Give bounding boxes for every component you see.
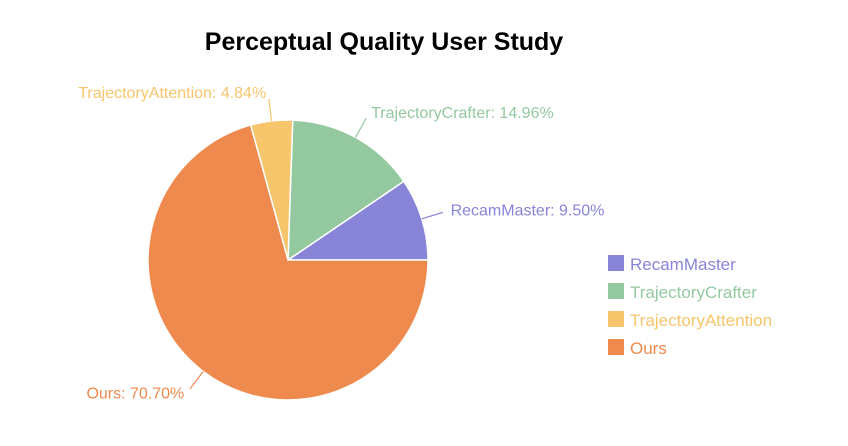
label-line-trajectorycrafter <box>355 117 367 138</box>
legend-label: Ours <box>630 339 667 358</box>
label-line-ours <box>189 371 204 390</box>
legend-item-recammaster[interactable]: RecamMaster <box>608 255 736 274</box>
chart-title: Perceptual Quality User Study <box>204 28 564 56</box>
legend-swatch <box>608 311 624 327</box>
slice-labels: RecamMaster: 9.50% TrajectoryCrafter: 14.… <box>78 85 604 403</box>
slice-label-ours: Ours: 70.70% <box>86 386 184 403</box>
legend-label: RecamMaster <box>630 255 736 274</box>
legend-label: TrajectoryCrafter <box>630 283 757 302</box>
legend-swatch <box>608 283 624 299</box>
legend-swatch <box>608 255 624 271</box>
legend-item-ours[interactable]: Ours <box>608 339 667 358</box>
label-line-trajectoryattention <box>268 99 273 122</box>
pie-slice-trajectorycrafter[interactable] <box>287 119 405 262</box>
label-line-recammaster <box>421 211 444 220</box>
pie-slice-recammaster[interactable] <box>285 180 429 261</box>
legend-swatch <box>608 339 624 355</box>
legend-item-trajectoryattention[interactable]: TrajectoryAttention <box>608 311 772 330</box>
slice-label-trajectorycrafter: TrajectoryCrafter: 14.96% <box>371 105 554 122</box>
slice-label-trajectoryattention: TrajectoryAttention: 4.84% <box>78 85 266 102</box>
legend-item-trajectorycrafter[interactable]: TrajectoryCrafter <box>608 283 757 302</box>
legend-label: TrajectoryAttention <box>630 311 772 330</box>
slice-label-recammaster: RecamMaster: 9.50% <box>451 203 605 220</box>
legend: RecamMaster TrajectoryCrafter TrajectoryAt… <box>608 255 772 358</box>
pie-slices <box>147 119 429 401</box>
